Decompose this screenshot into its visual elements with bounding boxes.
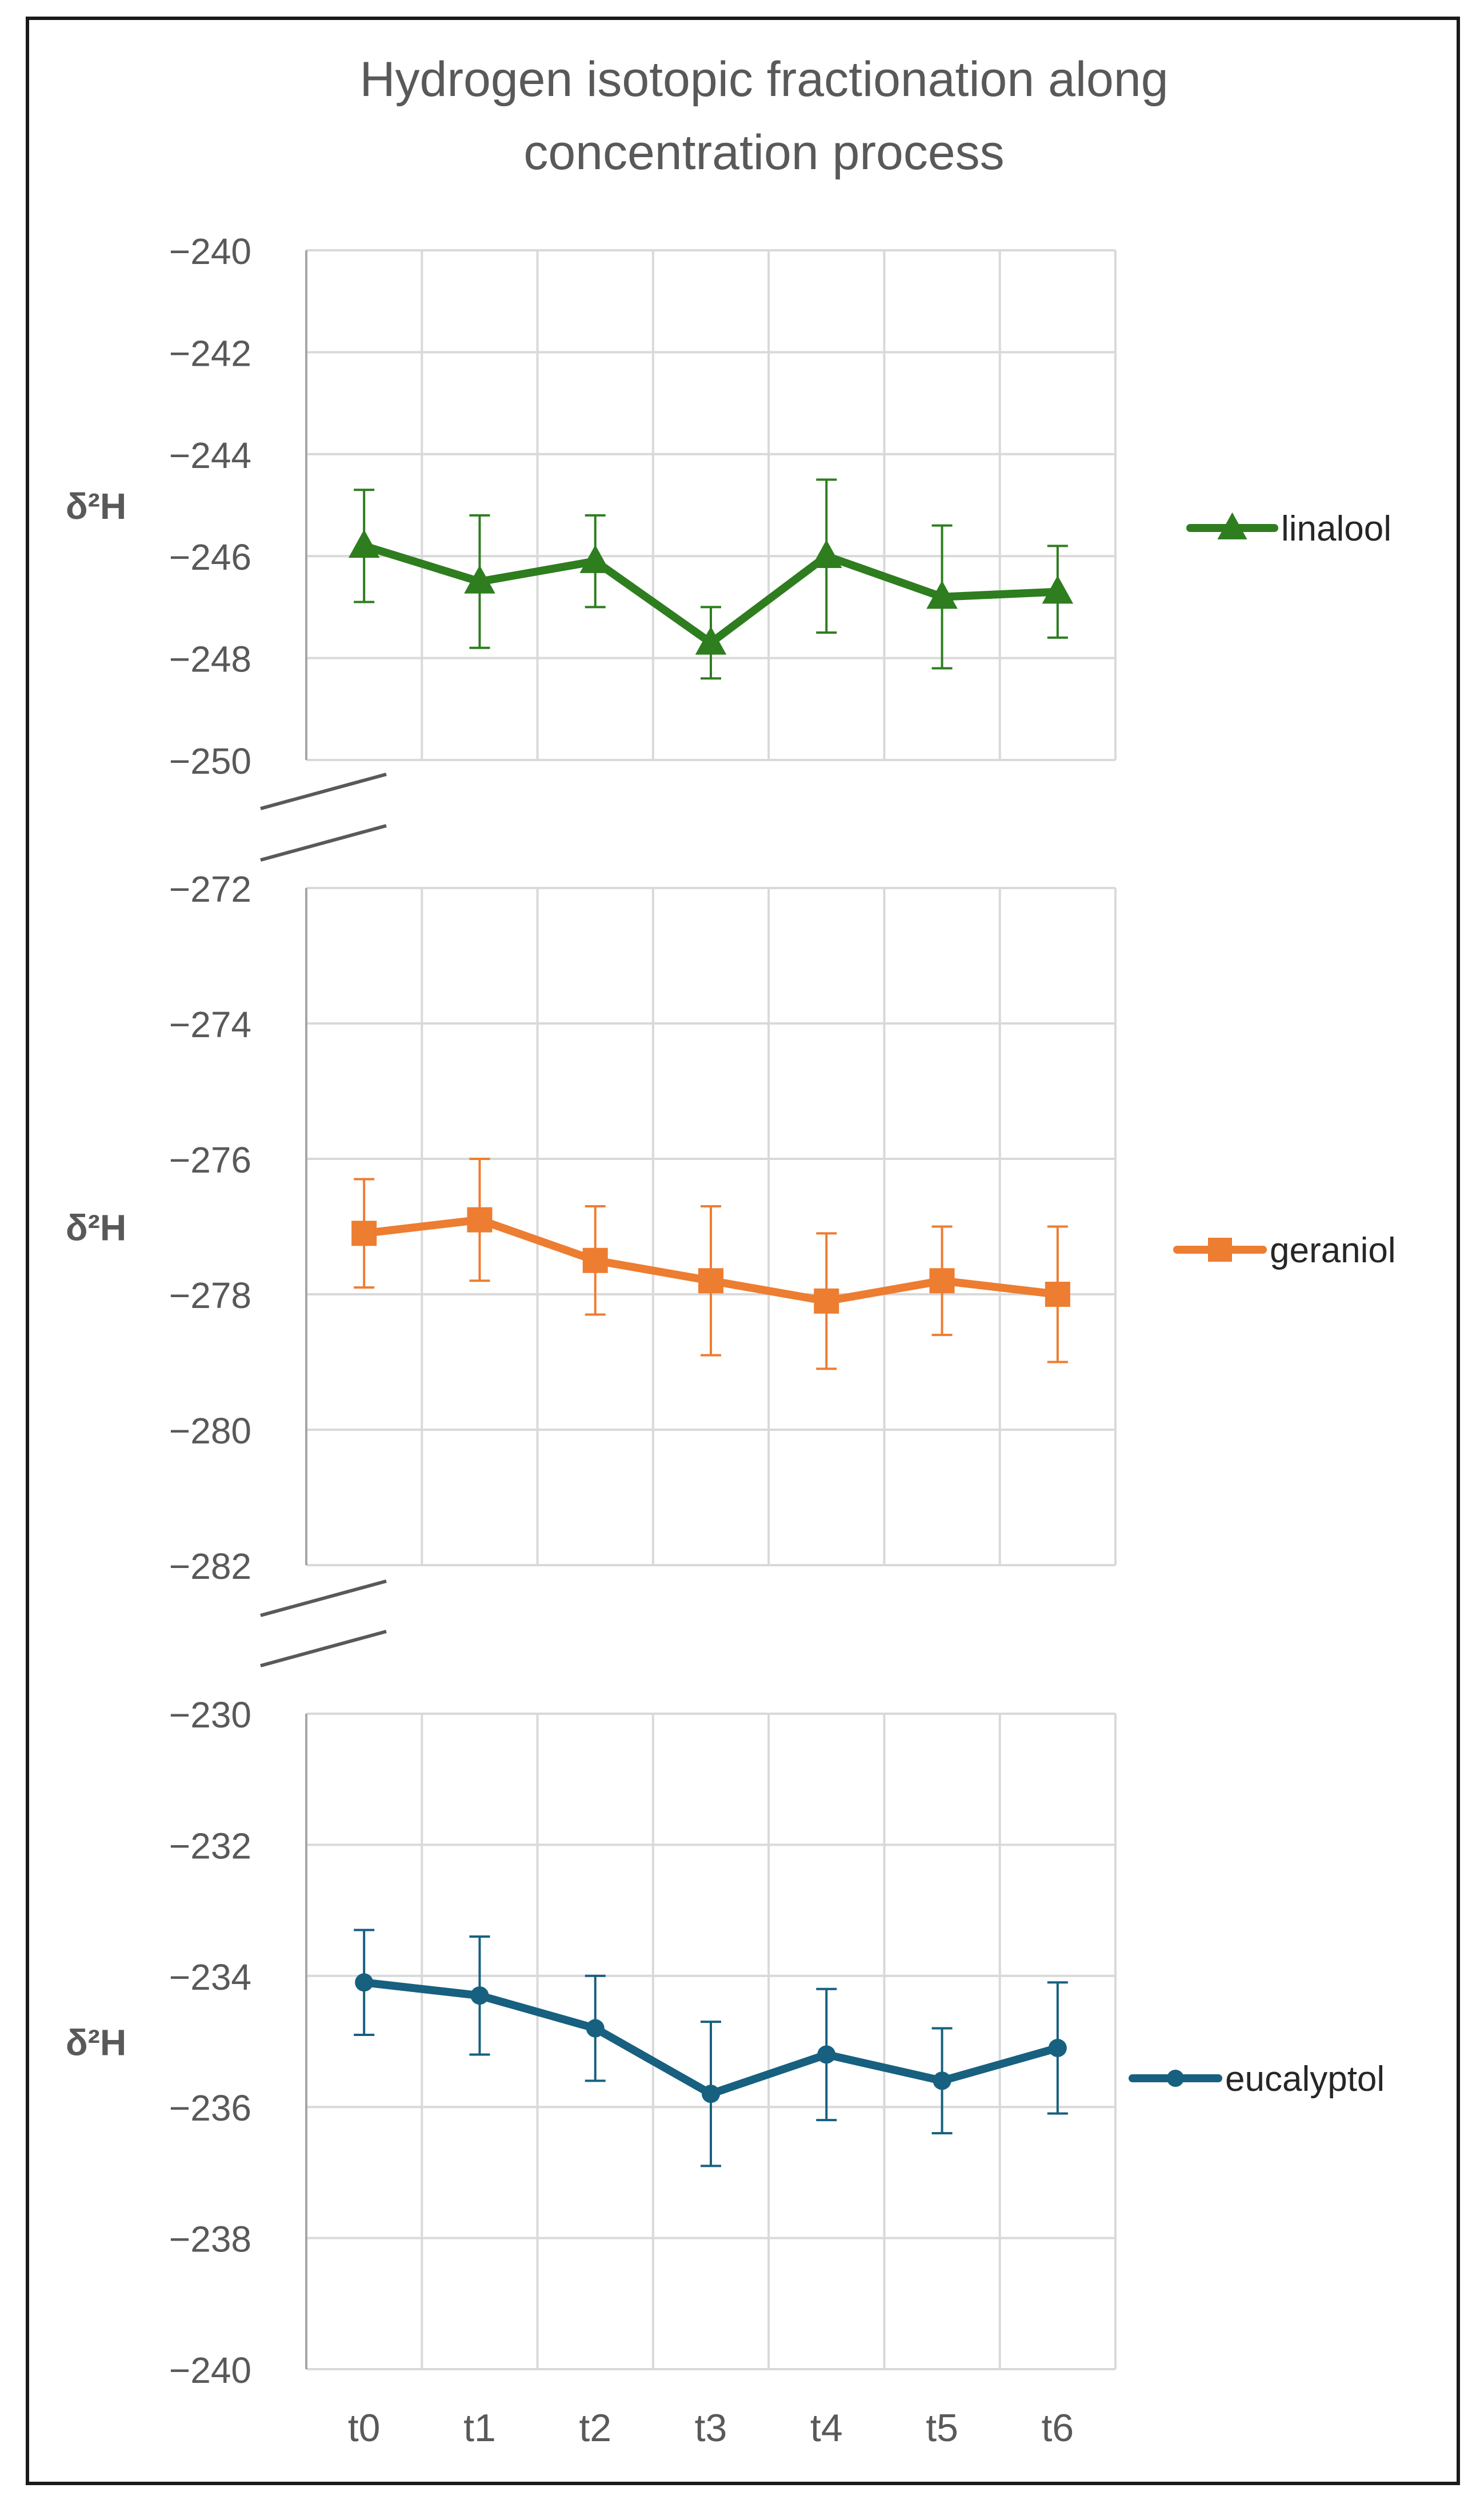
y-axis-label: δ²H <box>66 486 126 527</box>
y-tick-label: −240 <box>169 2350 251 2391</box>
panel-eucalyptol: −230 −232 −234 −236 −238 −240 δ²H eucalyptol <box>66 1694 1385 2391</box>
y-tick-label: −238 <box>169 2219 251 2260</box>
y-tick-label: −240 <box>169 231 251 272</box>
data-point <box>348 529 380 558</box>
data-point <box>933 2071 951 2090</box>
legend-label: linalool <box>1281 509 1391 549</box>
y-tick-label: −280 <box>169 1410 251 1451</box>
x-tick-label: t3 <box>695 2406 727 2450</box>
data-point <box>817 2045 836 2064</box>
y-tick-label: −250 <box>169 741 251 782</box>
panels-layer: −240−242−244−246−248−250δ²Hlinalool−272−… <box>66 231 1396 2450</box>
y-tick-label: −278 <box>169 1275 251 1316</box>
y-tick-label: −232 <box>169 1825 251 1866</box>
y-tick-label: −246 <box>169 537 251 578</box>
panel-linalool: −240 −242 −244 −246 −248 −250 δ²H linalool <box>66 231 1391 782</box>
chart-title-line-1: Hydrogen isotopic fractionation along <box>359 52 1168 107</box>
y-tick-label: −276 <box>169 1139 251 1181</box>
panel-geraniol: −272 −274 −276 −278 −280 −282 δ²H geraniol <box>66 869 1396 1587</box>
legend-eucalyptol: eucalyptol <box>1129 2059 1385 2099</box>
legend-marker <box>1208 1238 1232 1262</box>
data-point <box>579 545 611 573</box>
axis-break-slash <box>260 1579 387 1617</box>
data-point <box>355 1973 374 1992</box>
x-axis-ticks: t0 t1 t2 t3 t4 t5 t6 <box>348 2406 1074 2450</box>
x-tick-label: t1 <box>463 2406 496 2450</box>
chart-title-line-2: concentration process <box>523 125 1004 180</box>
axis-break-slash <box>260 824 387 862</box>
y-tick-label: −272 <box>169 869 251 910</box>
axis-break-slash <box>260 1630 387 1667</box>
y-tick-label: −236 <box>169 2087 251 2129</box>
legend-geraniol: geraniol <box>1173 1231 1396 1270</box>
x-tick-label: t4 <box>810 2406 843 2450</box>
legend-linalool: linalool <box>1186 509 1391 549</box>
data-point <box>1042 575 1074 604</box>
y-tick-label: −230 <box>169 1694 251 1735</box>
axis-break-1 <box>260 773 387 862</box>
x-tick-label: t6 <box>1041 2406 1074 2450</box>
legend-label: geraniol <box>1270 1231 1396 1270</box>
data-point <box>467 1207 493 1233</box>
data-point <box>814 1288 839 1314</box>
data-point <box>1048 2038 1067 2057</box>
data-point <box>695 626 727 655</box>
data-point <box>929 1268 955 1294</box>
data-point <box>702 2085 720 2103</box>
data-point <box>1045 1282 1070 1307</box>
y-axis-label: δ²H <box>66 1207 126 1249</box>
data-point <box>464 565 495 594</box>
data-point <box>811 539 842 568</box>
legend-label: eucalyptol <box>1225 2059 1385 2099</box>
y-tick-label: −248 <box>169 639 251 680</box>
x-tick-label: t2 <box>579 2406 611 2450</box>
data-point <box>351 1221 377 1246</box>
data-point <box>926 580 958 609</box>
x-tick-label: t5 <box>926 2406 958 2450</box>
y-tick-label: −242 <box>169 333 251 374</box>
axis-break-slash <box>260 773 387 810</box>
legend-marker <box>1167 2070 1184 2087</box>
data-point <box>698 1268 723 1294</box>
y-tick-label: −282 <box>169 1546 251 1587</box>
data-point <box>470 1986 489 2005</box>
axis-break-2 <box>260 1579 387 1667</box>
y-tick-label: −234 <box>169 1957 251 1998</box>
y-tick-label: −244 <box>169 435 251 476</box>
data-point <box>586 2019 605 2038</box>
y-tick-label: −274 <box>169 1004 251 1045</box>
data-point <box>582 1247 608 1273</box>
x-tick-label: t0 <box>348 2406 381 2450</box>
y-axis-label: δ²H <box>66 2022 126 2063</box>
legend-marker <box>1217 512 1247 539</box>
